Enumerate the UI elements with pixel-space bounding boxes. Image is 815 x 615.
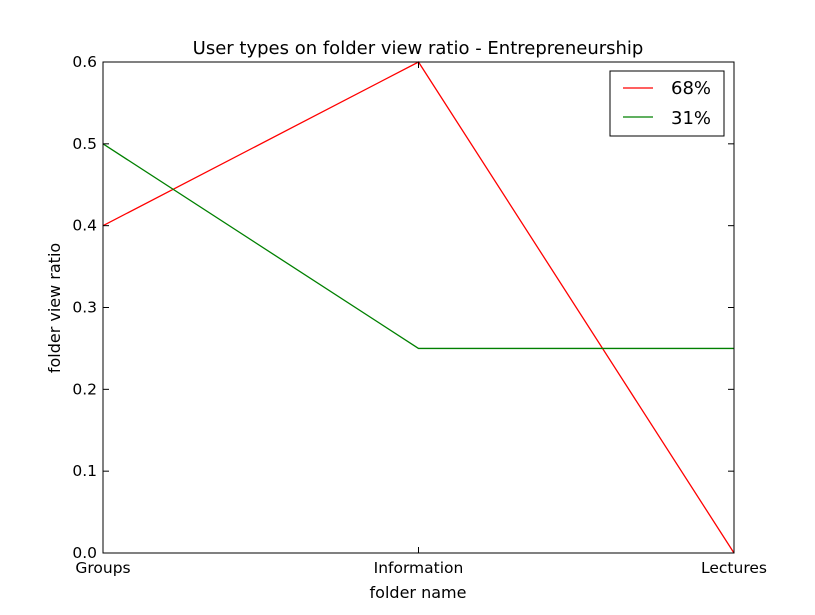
x-axis-label: folder name: [370, 583, 467, 602]
ticks-layer: 0.0 0.1 0.2 0.3 0.4 0.5 0.6 Groups Information Le…: [72, 53, 767, 577]
y-tick-label: 0.4: [72, 217, 97, 235]
y-tick-label: 0.6: [72, 53, 97, 71]
y-axis-label: folder view ratio: [45, 243, 64, 373]
y-tick-label: 0.0: [72, 544, 97, 562]
plot-frame: [102, 61, 735, 554]
y-tick-label: 0.5: [72, 135, 97, 153]
x-tick-label: Groups: [75, 559, 130, 577]
chart-title: User types on folder view ratio - Entrep…: [193, 38, 644, 59]
legend-box: [609, 70, 725, 137]
series-line-2: [102, 143, 734, 350]
legend: 68% 31%: [609, 70, 725, 137]
y-tick-label: 0.3: [72, 299, 97, 317]
legend-label-68: 68%: [671, 78, 711, 99]
y-tick-label: 0.1: [72, 462, 97, 480]
y-tick-label: 0.2: [72, 380, 97, 398]
x-tick-label: Lectures: [701, 559, 767, 577]
legend-label-31: 31%: [671, 108, 711, 129]
x-tick-label: Information: [374, 559, 464, 577]
